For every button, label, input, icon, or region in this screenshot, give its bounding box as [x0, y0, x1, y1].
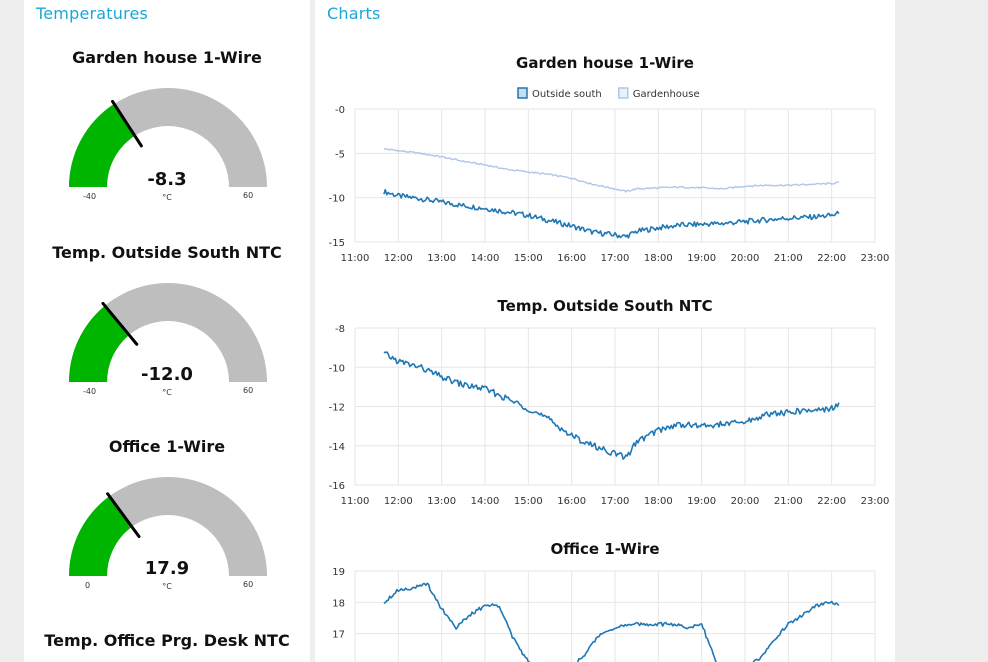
- legend-label: Outside south: [532, 89, 602, 100]
- chart-x-tick: 15:00: [514, 253, 543, 264]
- group-title-temperatures: Temperatures: [36, 4, 149, 23]
- chart-y-tick: 19: [332, 567, 345, 578]
- gauge-track: [69, 477, 267, 576]
- chart-y-tick: -14: [329, 442, 345, 453]
- gauge-min-label: 0: [85, 581, 91, 590]
- chart-x-tick: 14:00: [471, 253, 500, 264]
- chart-x-tick: 13:00: [427, 253, 456, 264]
- gauge-title: Office 1-Wire: [108, 437, 226, 456]
- gauge-title: Garden house 1-Wire: [72, 48, 262, 67]
- gauge-value: -12.0: [141, 364, 193, 385]
- gauge-fill: [69, 305, 130, 382]
- gauge-office: Office 1-Wire 17.9 °C 0 60: [24, 437, 310, 627]
- chart-garden-house: Garden house 1-Wire -0 -5 -10 -15 11:00 12:00 1…: [329, 54, 890, 264]
- series-line-temperature: [383, 351, 840, 460]
- gauge-max-label: 60: [243, 580, 254, 589]
- gauge-min-label: -40: [83, 192, 97, 201]
- chart-x-tick: 21:00: [774, 496, 803, 507]
- gauge-unit: °C: [162, 582, 172, 591]
- gauge-max-label: 60: [243, 191, 254, 200]
- gauge-garden-house: Garden house 1-Wire -8.3 °C -40 60: [24, 48, 310, 238]
- chart-x-tick: 18:00: [644, 496, 673, 507]
- chart-x-tick: 20:00: [731, 496, 760, 507]
- gauge-unit: °C: [162, 388, 172, 397]
- chart-x-tick: 12:00: [384, 253, 413, 264]
- gauge-value: -8.3: [147, 169, 187, 190]
- chart-x-tick: 16:00: [557, 253, 586, 264]
- chart-x-tick: 13:00: [427, 496, 456, 507]
- chart-x-tick: 23:00: [861, 496, 890, 507]
- chart-x-tick: 17:00: [601, 496, 630, 507]
- chart-x-tick: 11:00: [341, 496, 370, 507]
- gauge-outside-south: Temp. Outside South NTC -12.0 °C -40 60: [24, 243, 310, 433]
- gauge-value: 17.9: [144, 558, 190, 579]
- chart-x-tick: 21:00: [774, 253, 803, 264]
- chart-outside-south: Temp. Outside South NTC -8 -10 -12 -14 -16 11:…: [329, 297, 890, 507]
- chart-y-tick: -0: [335, 105, 345, 116]
- chart-x-tick: 22:00: [817, 496, 846, 507]
- gauge-fill: [69, 103, 135, 187]
- series-line-temperature: [383, 582, 840, 662]
- gauge-office-prg-desk: Temp. Office Prg. Desk NTC: [24, 631, 310, 661]
- gauge-dial: [69, 88, 267, 187]
- chart-x-tick: 23:00: [861, 253, 890, 264]
- legend-swatch: [618, 87, 629, 99]
- chart-office: Office 1-Wire19181716: [332, 540, 876, 662]
- gauge-min-label: -40: [83, 387, 97, 396]
- chart-x-tick: 17:00: [601, 253, 630, 264]
- gauge-fill: [69, 496, 132, 576]
- gauge-needle: [101, 301, 139, 346]
- chart-x-tick: 22:00: [817, 253, 846, 264]
- chart-x-tick: 11:00: [341, 253, 370, 264]
- gauge-title: Temp. Outside South NTC: [52, 243, 282, 262]
- charts-panel: Charts Garden house 1-Wire -0 -5 -10 -15 11:0…: [315, 0, 895, 662]
- chart-y-tick: -5: [335, 149, 345, 160]
- chart-x-tick: 16:00: [557, 496, 586, 507]
- legend-label: Gardenhouse: [633, 89, 700, 100]
- chart-x-tick: 18:00: [644, 253, 673, 264]
- gauge-dial: [69, 477, 267, 576]
- group-title-charts: Charts: [327, 4, 381, 23]
- gauge-title: Temp. Office Prg. Desk NTC: [44, 631, 290, 650]
- chart-y-tick: 17: [332, 630, 345, 641]
- chart-y-tick: -8: [335, 324, 345, 335]
- chart-y-tick: 18: [332, 598, 345, 609]
- chart-x-tick: 19:00: [687, 253, 716, 264]
- chart-x-tick: 14:00: [471, 496, 500, 507]
- gauge-unit: °C: [162, 193, 172, 202]
- chart-x-tick: 12:00: [384, 496, 413, 507]
- chart-x-tick: 20:00: [731, 253, 760, 264]
- chart-y-tick: -10: [329, 363, 345, 374]
- gauge-max-label: 60: [243, 386, 254, 395]
- series-line-outside-south: [383, 188, 840, 239]
- chart-y-tick: -16: [329, 481, 345, 492]
- gauge-needle: [106, 492, 141, 539]
- chart-x-tick: 15:00: [514, 496, 543, 507]
- chart-y-tick: -12: [329, 403, 345, 414]
- chart-y-tick: -15: [329, 238, 345, 249]
- chart-y-tick: -10: [329, 194, 345, 205]
- legend-swatch: [517, 87, 528, 99]
- gauge-dial: [69, 283, 267, 382]
- gauge-track: [69, 283, 267, 382]
- gauge-needle: [111, 99, 143, 148]
- series-line-gardenhouse: [383, 147, 840, 193]
- temperatures-panel: Temperatures Garden house 1-Wire -8.3 °C…: [24, 0, 310, 662]
- chart-x-tick: 19:00: [687, 496, 716, 507]
- chart-title: Temp. Outside South NTC: [497, 297, 712, 315]
- chart-title: Garden house 1-Wire: [516, 54, 694, 72]
- chart-title: Office 1-Wire: [550, 540, 659, 558]
